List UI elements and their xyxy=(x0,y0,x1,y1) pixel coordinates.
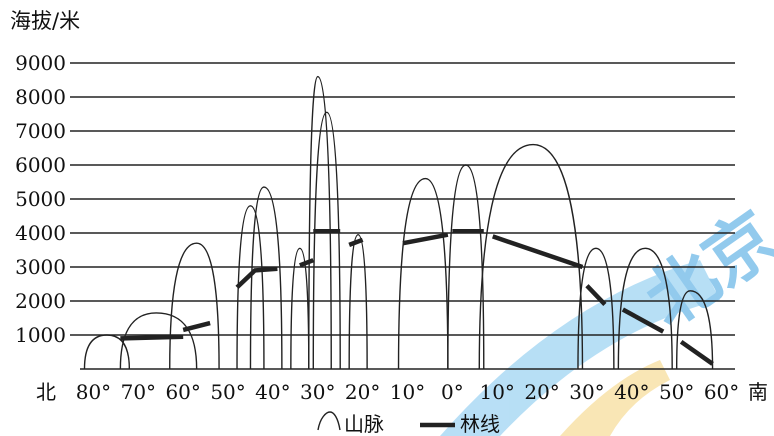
x-axis-end-label: 南 xyxy=(748,380,768,404)
y-tick-label: 9000 xyxy=(15,51,66,75)
legend-mountain-label: 山脉 xyxy=(344,412,384,436)
y-axis-label: 海拔/米 xyxy=(10,9,80,33)
treeline-segment-11 xyxy=(621,307,665,334)
mountain-13 xyxy=(577,247,615,370)
legend-mountain-swatch xyxy=(317,411,341,431)
y-tick-label: 5000 xyxy=(15,187,66,211)
legend-treeline-label: 林线 xyxy=(460,412,500,436)
x-tick-label: 70° xyxy=(121,380,156,404)
x-tick-label: 10° xyxy=(479,380,514,404)
y-tick-label: 1000 xyxy=(15,323,66,347)
x-tick-labels: 北 南 80° 70° 60° 50° 40° 30° 20° 10° 0° 10° 20° 30° 40°… xyxy=(36,380,768,404)
x-tick-label: 80° xyxy=(76,380,111,404)
treeline-segment-6 xyxy=(348,237,364,248)
x-tick-label: 40° xyxy=(255,380,290,404)
x-tick-label: 40° xyxy=(614,380,649,404)
treeline-segment-12 xyxy=(679,339,714,366)
treeline-segment-3 xyxy=(235,266,278,290)
mountain-14 xyxy=(617,247,673,370)
mountain-1 xyxy=(83,334,131,370)
watermark-arc-blue xyxy=(440,260,720,436)
treeline-segment-9 xyxy=(492,234,584,270)
mountain-5 xyxy=(249,186,283,370)
mountain-10 xyxy=(397,177,449,370)
treeline-segment-1 xyxy=(120,334,184,341)
mountain-8 xyxy=(312,111,341,370)
x-tick-label: 60° xyxy=(165,380,200,404)
treeline-segment-7 xyxy=(402,232,449,246)
mountain-9 xyxy=(348,233,368,370)
y-tick-label: 2000 xyxy=(15,289,66,313)
x-tick-label: 20° xyxy=(524,380,559,404)
treeline-segment-2 xyxy=(182,320,211,333)
treeline-series xyxy=(120,229,714,366)
y-tick-labels: 1000 2000 3000 4000 5000 6000 7000 8000 9000 xyxy=(15,51,66,347)
y-tick-label: 6000 xyxy=(15,153,66,177)
mountain-12 xyxy=(478,143,584,370)
mountain-7 xyxy=(308,75,332,370)
treeline-segment-10 xyxy=(585,284,607,306)
x-tick-label: 60° xyxy=(704,380,739,404)
y-tick-label: 4000 xyxy=(15,221,66,245)
mountain-2 xyxy=(119,312,198,370)
mountain-15 xyxy=(675,290,714,370)
x-tick-label: 0° xyxy=(441,380,464,404)
x-tick-label: 20° xyxy=(345,380,380,404)
mountain-6 xyxy=(290,247,310,370)
mountain-3 xyxy=(169,242,220,370)
x-axis-start-label: 北 xyxy=(36,380,56,404)
x-tick-label: 30° xyxy=(300,380,335,404)
legend: 山脉 林线 xyxy=(317,411,500,436)
y-tick-label: 8000 xyxy=(15,85,66,109)
x-tick-label: 30° xyxy=(569,380,604,404)
x-tick-label: 10° xyxy=(390,380,425,404)
x-tick-label: 50° xyxy=(210,380,245,404)
treeline-segment-4 xyxy=(299,258,315,268)
x-tick-label: 50° xyxy=(659,380,694,404)
watermark-arc-yellow xyxy=(560,360,670,436)
y-tick-label: 3000 xyxy=(15,255,66,279)
y-tick-label: 7000 xyxy=(15,119,66,143)
